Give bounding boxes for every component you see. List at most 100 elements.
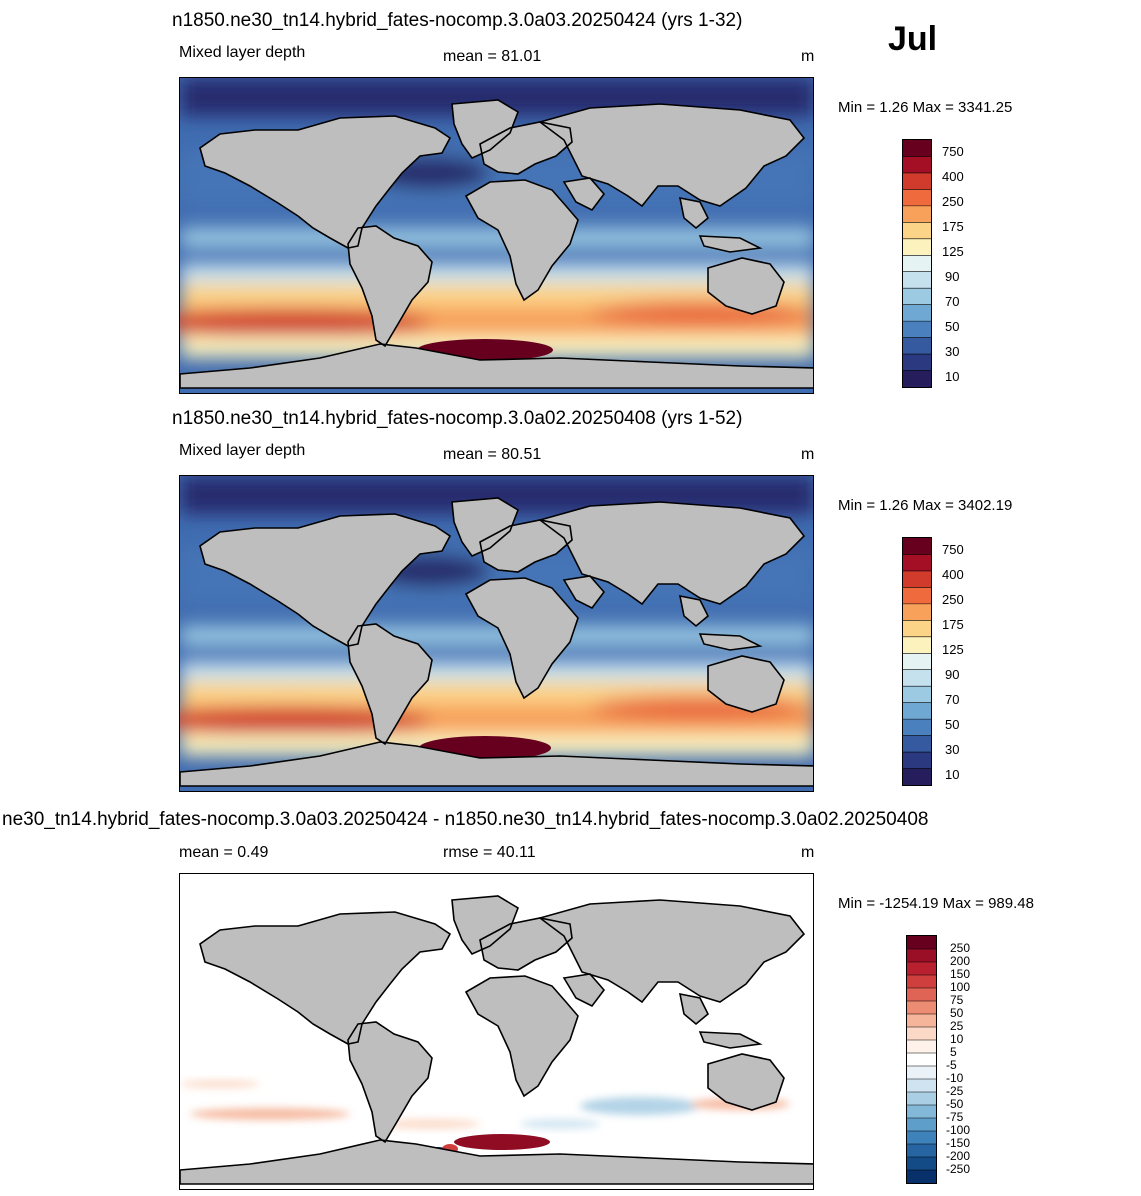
panel1-colorbar <box>902 139 932 388</box>
cb3-label: -50 <box>946 1097 964 1111</box>
colorbar-swatch <box>907 975 936 989</box>
panel1-units: m <box>801 48 815 65</box>
colorbar-swatch <box>903 238 931 256</box>
panel2-minmax: Min = 1.26 Max = 3402.19 <box>838 497 1013 514</box>
colorbar-swatch <box>903 636 931 654</box>
colorbar-swatch <box>907 1027 936 1041</box>
colorbar-swatch <box>903 620 931 638</box>
colorbar-swatch <box>903 735 931 753</box>
colorbar-swatch <box>903 702 931 720</box>
panel1-variable: Mixed layer depth <box>179 44 306 61</box>
cb2-label: 10 <box>945 767 960 782</box>
panel1-colorbar-swatches <box>903 140 931 388</box>
colorbar-swatch <box>903 669 931 687</box>
cb2-label: 90 <box>945 667 960 682</box>
cb3-label: 150 <box>950 967 971 981</box>
cb2-label: 400 <box>942 567 964 582</box>
colorbar-swatch <box>907 1014 936 1028</box>
cb2-label: 30 <box>945 742 960 757</box>
colorbar-swatch <box>903 271 931 289</box>
panel2-colorbar-swatches <box>903 538 931 786</box>
colorbar-swatch <box>903 603 931 621</box>
panel3-map <box>179 873 814 1190</box>
colorbar-swatch <box>903 587 931 605</box>
colorbar-swatch <box>907 1066 936 1080</box>
colorbar-swatch <box>903 354 931 372</box>
colorbar-swatch <box>903 686 931 704</box>
panel3-rmse: rmse = 40.11 <box>443 844 536 861</box>
cb3-label: 100 <box>950 980 971 994</box>
colorbar-swatch <box>903 304 931 322</box>
panel1-minmax: Min = 1.26 Max = 3341.25 <box>838 99 1013 116</box>
colorbar-swatch <box>903 140 931 157</box>
colorbar-swatch <box>903 321 931 339</box>
panel3-minmax: Min = -1254.19 Max = 989.48 <box>838 895 1034 912</box>
cb3-label: -250 <box>946 1162 971 1176</box>
cb2-label: 250 <box>942 592 964 607</box>
cb1-label: 10 <box>945 369 960 384</box>
cb3-label: -10 <box>946 1071 964 1085</box>
cb3-label: -25 <box>946 1084 964 1098</box>
colorbar-swatch <box>907 988 936 1002</box>
colorbar-swatch <box>907 949 936 963</box>
panel2-variable: Mixed layer depth <box>179 442 306 459</box>
cb3-label: 25 <box>950 1019 964 1033</box>
panel1-map-field <box>180 78 813 393</box>
colorbar-swatch <box>907 1079 936 1093</box>
cb3-label: -200 <box>946 1149 971 1163</box>
colorbar-swatch <box>903 205 931 223</box>
cb1-label: 30 <box>945 344 960 359</box>
panel1-mean: mean = 81.01 <box>443 48 542 65</box>
panel1-map <box>179 77 814 394</box>
colorbar-swatch <box>907 1131 936 1145</box>
cb3-label: 5 <box>950 1045 957 1059</box>
cb3-label: 10 <box>950 1032 964 1046</box>
colorbar-swatch <box>903 255 931 273</box>
panel2-map <box>179 475 814 792</box>
panel1-title: n1850.ne30_tn14.hybrid_fates-nocomp.3.0a… <box>172 10 743 31</box>
colorbar-swatch <box>903 752 931 770</box>
colorbar-swatch <box>903 570 931 588</box>
colorbar-swatch <box>907 1053 936 1067</box>
cb3-label: 50 <box>950 1006 964 1020</box>
colorbar-swatch <box>903 189 931 207</box>
colorbar-swatch <box>903 554 931 572</box>
cb3-label: 200 <box>950 954 971 968</box>
panel3-mean: mean = 0.49 <box>179 844 269 861</box>
colorbar-swatch <box>903 719 931 737</box>
cb1-label: 400 <box>942 169 964 184</box>
cb2-label: 175 <box>942 617 964 632</box>
colorbar-swatch <box>903 288 931 306</box>
cb2-label: 50 <box>945 717 960 732</box>
colorbar-swatch <box>907 1170 936 1184</box>
panel2-map-field <box>180 476 813 791</box>
cb1-label: 175 <box>942 219 964 234</box>
colorbar-swatch <box>903 538 931 555</box>
colorbar-swatch <box>903 337 931 355</box>
colorbar-swatch <box>903 222 931 240</box>
colorbar-swatch <box>907 1157 936 1171</box>
panel3-units: m <box>801 844 815 861</box>
panel3-map-field <box>180 874 813 1189</box>
colorbar-swatch <box>907 1144 936 1158</box>
cb1-label: 750 <box>942 144 964 159</box>
colorbar-swatch <box>907 1118 936 1132</box>
panel2-colorbar <box>902 537 932 786</box>
cb1-label: 50 <box>945 319 960 334</box>
cb2-label: 125 <box>942 642 964 657</box>
cb1-label: 125 <box>942 244 964 259</box>
panel2-units: m <box>801 446 815 463</box>
cb1-label: 90 <box>945 269 960 284</box>
cb3-label: 75 <box>950 993 964 1007</box>
cb3-label: -5 <box>946 1058 957 1072</box>
colorbar-swatch <box>903 653 931 671</box>
cb2-label: 70 <box>945 692 960 707</box>
panel3-colorbar-swatches <box>907 936 936 1184</box>
colorbar-swatch <box>907 962 936 976</box>
panel3-title: ne30_tn14.hybrid_fates-nocomp.3.0a03.202… <box>2 809 929 830</box>
panel2-title: n1850.ne30_tn14.hybrid_fates-nocomp.3.0a… <box>172 408 743 429</box>
colorbar-swatch <box>903 768 931 786</box>
cb3-label: 250 <box>950 941 971 955</box>
colorbar-swatch <box>903 370 931 388</box>
colorbar-swatch <box>907 1040 936 1054</box>
